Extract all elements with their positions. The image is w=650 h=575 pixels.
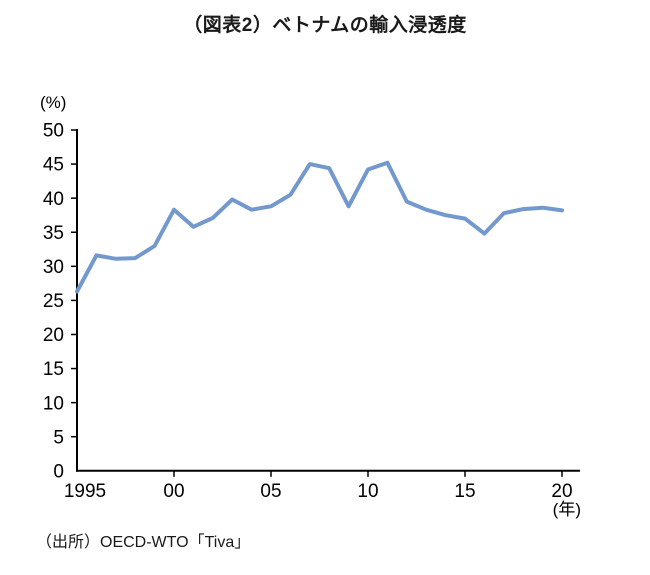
chart-title: （図表2）ベトナムの輸入浸透度: [183, 15, 467, 36]
x-axis-tick-label: 05: [260, 481, 281, 502]
x-axis-tick-label: 1995: [64, 481, 106, 502]
x-axis-unit-label: (年): [553, 500, 581, 519]
y-axis-tick-label: 20: [43, 325, 64, 346]
y-axis-unit-label: (%): [40, 93, 66, 112]
y-axis-tick-label: 40: [43, 189, 64, 210]
x-axis-tick-label: 10: [357, 481, 378, 502]
y-axis-tick-label: 5: [53, 427, 64, 448]
x-axis-tick-label: 00: [163, 481, 184, 502]
x-axis-tick-label: 15: [454, 481, 475, 502]
y-axis-tick-label: 15: [43, 359, 64, 380]
y-axis-tick-label: 10: [43, 393, 64, 414]
data-series-line: [75, 160, 564, 294]
x-axis-tick-label: 20: [551, 481, 572, 502]
source-note: （出所）OECD-WTO「Tiva」: [36, 534, 251, 551]
y-axis-tick-label: 0: [53, 461, 64, 482]
y-axis-tick-label: 45: [43, 155, 64, 176]
y-axis-tick-label: 35: [43, 223, 64, 244]
y-axis-tick-label: 25: [43, 291, 64, 312]
y-axis-tick-label: 30: [43, 257, 64, 278]
y-axis-tick-label: 50: [43, 121, 64, 142]
